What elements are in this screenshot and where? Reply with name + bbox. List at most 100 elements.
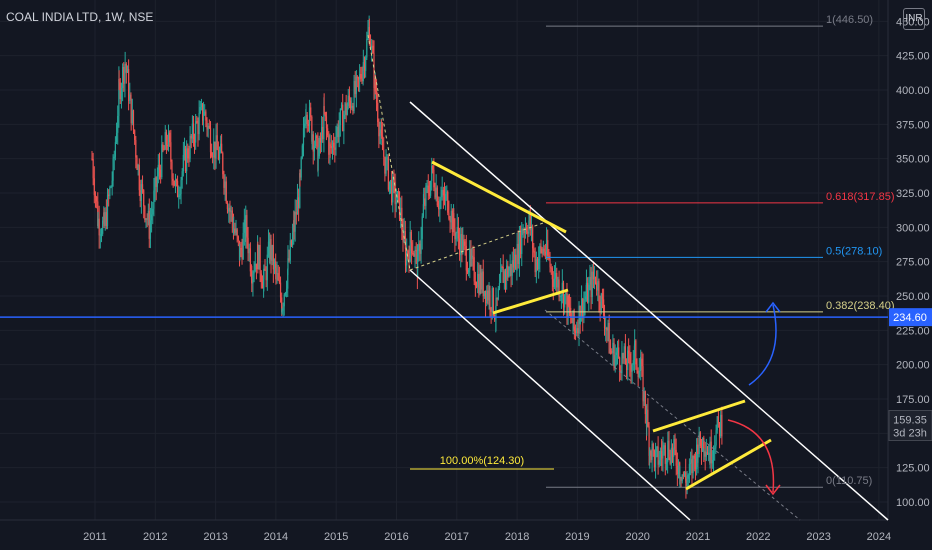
candle-body — [674, 439, 676, 450]
candle-body — [351, 105, 353, 109]
price-axis[interactable]: 100.00125.00150.00175.00200.00225.00250.… — [896, 16, 930, 509]
candle-body — [714, 448, 716, 450]
candle-body — [245, 215, 247, 237]
candle-body — [507, 265, 509, 277]
candle-body — [313, 146, 315, 152]
candle-body — [141, 184, 144, 191]
candle-body — [428, 193, 431, 196]
candle-body — [195, 121, 197, 143]
candle-body — [506, 265, 508, 280]
candle-body — [510, 264, 512, 276]
candle-body — [487, 290, 489, 301]
candle-body — [634, 340, 636, 346]
candle-body — [421, 216, 423, 239]
candle-body — [715, 430, 717, 446]
candle-body — [580, 298, 583, 318]
candle-body — [222, 153, 224, 175]
candle-body — [241, 249, 243, 259]
candle-body — [395, 201, 397, 205]
candle-body — [253, 271, 255, 274]
candle-body — [534, 256, 536, 273]
candle-body — [530, 226, 533, 231]
candle-body — [433, 169, 435, 188]
candle-body — [622, 353, 624, 359]
candle-body — [300, 157, 302, 178]
candle-body — [434, 187, 436, 198]
candle-body — [153, 190, 155, 209]
candle-body — [170, 142, 172, 162]
candle-body — [661, 454, 663, 459]
candle-body — [129, 94, 131, 101]
candle-body — [340, 104, 343, 109]
candle-body — [163, 149, 165, 151]
candle-body — [665, 462, 668, 464]
candle-body — [547, 240, 549, 256]
candle-body — [187, 148, 189, 159]
price-badge-countdown: 3d 23h — [893, 427, 927, 439]
candle-body — [278, 280, 280, 283]
candle-body — [118, 79, 120, 83]
candle-body — [591, 271, 593, 297]
candle-body — [270, 238, 272, 261]
candle-body — [200, 103, 203, 108]
candle-body — [231, 210, 233, 223]
candle-body — [462, 239, 464, 254]
candle-body — [655, 448, 657, 452]
time-axis[interactable]: 2011 2012 2013 2014 2015 2016 2017 2018 2019 2020… — [83, 531, 891, 543]
candle-body — [704, 451, 706, 457]
candle-body — [248, 248, 250, 254]
candle-body — [154, 177, 156, 191]
candle-body — [110, 186, 112, 188]
candle-body — [685, 480, 687, 488]
candle-body — [214, 141, 216, 159]
candle-body — [145, 218, 147, 220]
candle-body — [614, 355, 616, 368]
time-tick-label: 2018 — [505, 531, 529, 543]
candle-body — [383, 149, 385, 157]
candle-body — [311, 134, 313, 142]
candle-body — [148, 210, 150, 239]
candle-body — [261, 282, 264, 289]
candle-body — [681, 474, 683, 481]
candle-body — [600, 293, 602, 311]
candle-body — [239, 248, 241, 261]
candle-body — [650, 450, 652, 460]
candle-body — [259, 245, 261, 274]
candle-body — [448, 212, 450, 219]
candle-body — [298, 197, 300, 208]
candle-body — [306, 114, 308, 125]
candle-body — [109, 187, 111, 197]
candle-body — [625, 364, 628, 370]
candle-body — [461, 234, 463, 254]
candle-body — [188, 158, 190, 160]
candle-body — [717, 416, 720, 423]
candle-body — [612, 342, 614, 354]
candle-body — [388, 181, 391, 190]
candle-body — [607, 322, 609, 331]
candle-body — [143, 190, 145, 207]
currency-badge[interactable]: INR — [903, 8, 925, 30]
candle-body — [329, 144, 331, 147]
candle-body — [131, 110, 133, 124]
candle-body — [598, 281, 600, 302]
candle-body — [255, 263, 258, 270]
candle-body — [290, 240, 293, 246]
candle-body — [246, 215, 248, 238]
candle-body — [564, 294, 566, 308]
candle-body — [134, 130, 136, 141]
candle-body — [98, 218, 100, 236]
candle-body — [113, 156, 115, 159]
candle-body — [700, 445, 703, 452]
candle-body — [447, 191, 449, 213]
candle-body — [426, 185, 428, 187]
candle-body — [709, 441, 711, 464]
candle-body — [140, 184, 142, 201]
candle-body — [703, 451, 705, 453]
candle-body — [157, 164, 159, 177]
candle-body — [504, 271, 507, 280]
time-tick-label: 2015 — [324, 531, 348, 543]
fib-label: 1(446.50) — [826, 14, 873, 26]
candle-body — [486, 290, 488, 304]
candle-body — [663, 445, 665, 450]
